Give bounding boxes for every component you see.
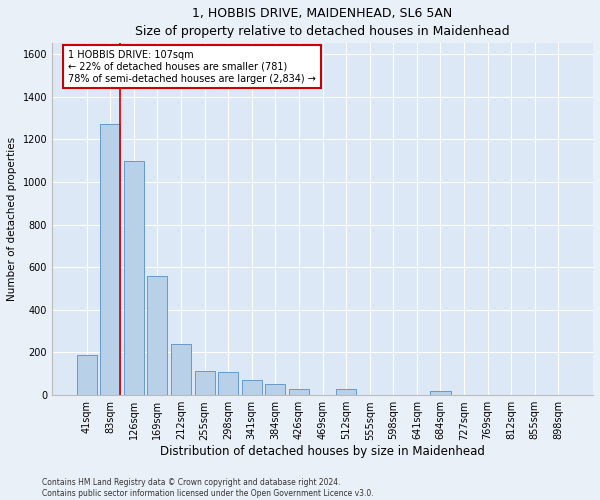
Bar	[124, 160, 144, 395]
Title: 1, HOBBIS DRIVE, MAIDENHEAD, SL6 5AN
Size of property relative to detached house: 1, HOBBIS DRIVE, MAIDENHEAD, SL6 5AN Siz…	[135, 7, 510, 38]
Bar	[194, 370, 215, 395]
Bar	[171, 344, 191, 395]
Y-axis label: Number of detached properties: Number of detached properties	[7, 137, 17, 302]
X-axis label: Distribution of detached houses by size in Maidenhead: Distribution of detached houses by size …	[160, 445, 485, 458]
Bar	[218, 372, 238, 395]
Bar	[242, 380, 262, 395]
Bar	[430, 391, 451, 395]
Bar	[148, 276, 167, 395]
Text: Contains HM Land Registry data © Crown copyright and database right 2024.
Contai: Contains HM Land Registry data © Crown c…	[42, 478, 374, 498]
Bar	[265, 384, 286, 395]
Bar	[100, 124, 120, 395]
Bar	[336, 388, 356, 395]
Text: 1 HOBBIS DRIVE: 107sqm
← 22% of detached houses are smaller (781)
78% of semi-de: 1 HOBBIS DRIVE: 107sqm ← 22% of detached…	[68, 50, 316, 84]
Bar	[77, 354, 97, 395]
Bar	[289, 388, 309, 395]
